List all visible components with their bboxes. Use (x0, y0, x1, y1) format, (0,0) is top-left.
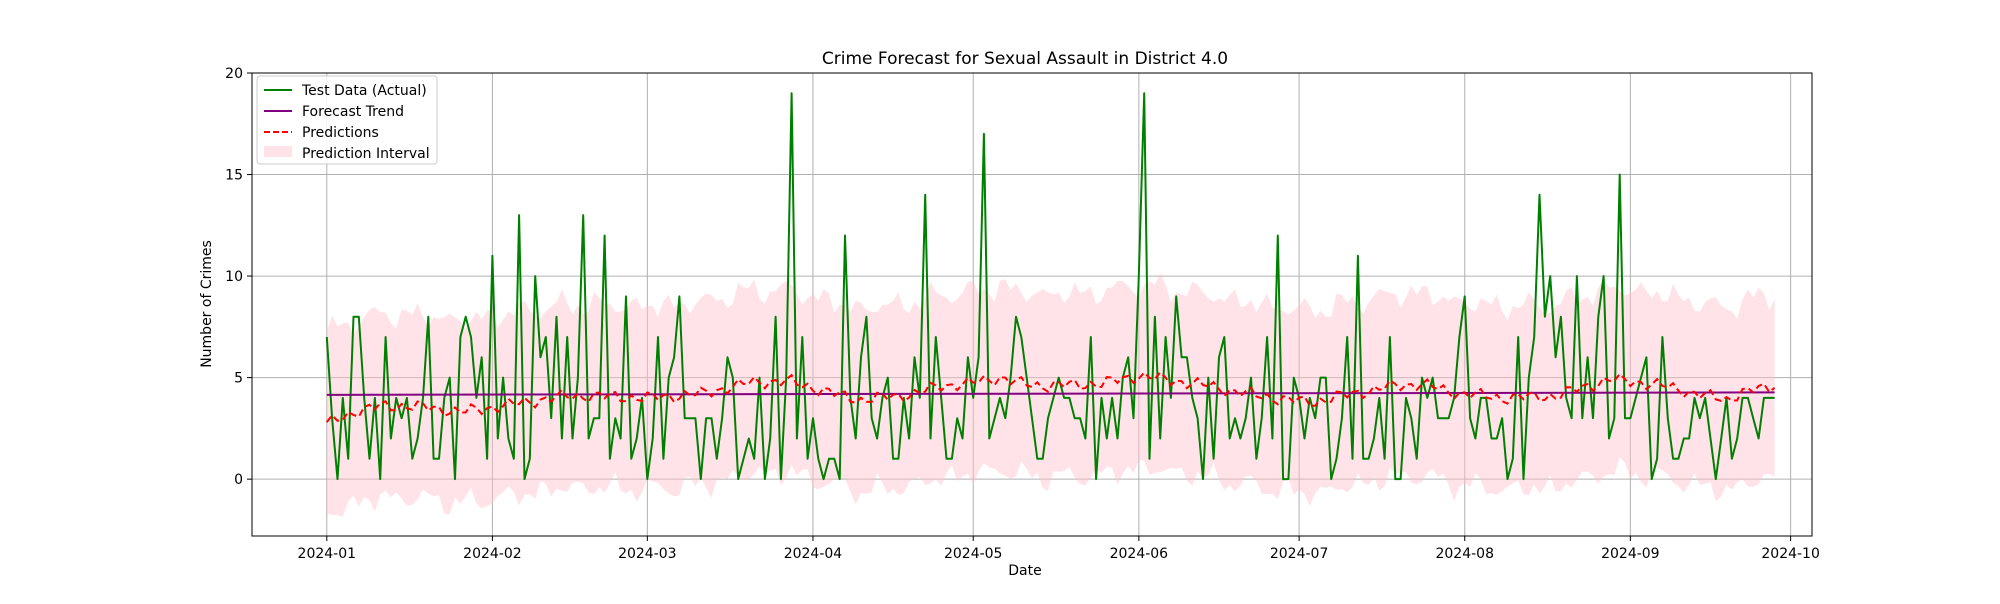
x-tick-label: 2024-01 (298, 546, 357, 562)
chart-title: Crime Forecast for Sexual Assault in Dis… (822, 49, 1228, 69)
actual-series-layer (325, 92, 1775, 481)
forecast-trend-layer (326, 391, 1775, 396)
actual-series-line (325, 92, 1775, 481)
x-tick-label: 2024-03 (618, 546, 677, 562)
y-tick-label: 20 (225, 66, 243, 82)
x-tick-label: 2024-07 (1270, 546, 1329, 562)
legend-label-actual: Test Data (Actual) (301, 83, 427, 99)
x-tick-label: 2024-06 (1110, 546, 1169, 562)
x-tick-label: 2024-02 (463, 546, 522, 562)
x-tick-label: 2024-10 (1761, 546, 1820, 562)
tick-layer: 2024-01 2024-02 2024-03 2024-04 2024-05 2024-… (225, 66, 1820, 562)
legend: Test Data (Actual) Forecast Trend Predic… (256, 75, 438, 165)
legend-box (256, 75, 438, 165)
x-axis-label: Date (1008, 563, 1041, 579)
y-tick-label: 0 (234, 472, 243, 488)
predictions-layer (326, 370, 1776, 423)
y-tick-label: 5 (234, 371, 243, 387)
x-tick-label: 2024-04 (784, 546, 843, 562)
plot-frame (251, 72, 1813, 537)
legend-label-interval: Prediction Interval (302, 146, 430, 162)
y-tick-label: 15 (225, 168, 243, 184)
forecast-trend-line (326, 391, 1775, 396)
legend-label-trend: Forecast Trend (302, 104, 404, 120)
legend-swatch-interval (264, 146, 292, 157)
y-tick-label: 10 (225, 269, 243, 285)
legend-label-predictions: Predictions (302, 125, 379, 141)
predictions-line (326, 370, 1776, 423)
x-tick-label: 2024-08 (1435, 546, 1494, 562)
x-tick-label: 2024-05 (944, 546, 1003, 562)
y-axis-label: Number of Crimes (199, 240, 215, 368)
x-tick-label: 2024-09 (1601, 546, 1660, 562)
